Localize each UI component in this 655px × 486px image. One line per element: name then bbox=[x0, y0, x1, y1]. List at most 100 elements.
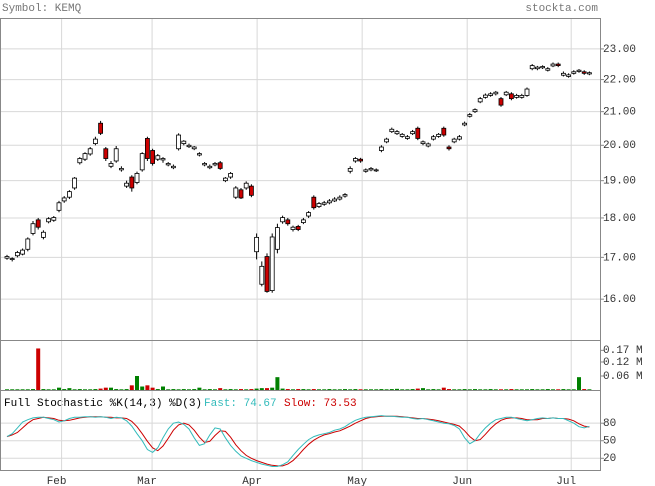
volume-bar bbox=[259, 388, 264, 390]
stochastic-title: Full Stochastic %K(14,3) %D(3) bbox=[4, 398, 202, 410]
volume-bar bbox=[155, 389, 160, 390]
candle-body bbox=[98, 122, 103, 134]
volume-bar bbox=[72, 389, 77, 390]
x-tick-label: Apr bbox=[242, 476, 262, 486]
candle-body bbox=[222, 177, 228, 182]
volume-bar bbox=[20, 389, 25, 390]
candle-body bbox=[14, 252, 20, 257]
candle-body bbox=[77, 158, 83, 164]
volume-bar bbox=[587, 389, 592, 390]
slow-label: Slow: 73.53 bbox=[284, 398, 357, 410]
candle-body bbox=[550, 63, 556, 67]
volume-bar bbox=[166, 389, 171, 390]
volume-bar bbox=[129, 385, 134, 390]
candle-body bbox=[30, 223, 36, 234]
candle-body bbox=[280, 217, 286, 223]
candle-body bbox=[477, 98, 483, 103]
candle-body bbox=[170, 165, 176, 169]
volume-bar bbox=[140, 386, 145, 390]
candle-body bbox=[129, 176, 135, 189]
volume-bar bbox=[93, 389, 98, 390]
candle-body bbox=[155, 155, 161, 160]
candle-body bbox=[493, 91, 499, 95]
source: stockta.com bbox=[525, 3, 598, 15]
volume-bar bbox=[41, 389, 46, 390]
volume-bar bbox=[441, 387, 446, 390]
candle-body bbox=[295, 226, 301, 230]
stochastic-line bbox=[6, 415, 590, 467]
volume-bar bbox=[62, 389, 67, 390]
volume-bar bbox=[197, 387, 202, 390]
candle-body bbox=[404, 136, 410, 139]
volume-bar bbox=[478, 389, 483, 390]
volume-bar bbox=[504, 389, 509, 390]
volume-bar bbox=[150, 387, 155, 390]
volume-bar bbox=[389, 389, 394, 390]
candle-body bbox=[467, 114, 473, 117]
volume-bar bbox=[379, 389, 384, 390]
volume-bar bbox=[545, 389, 550, 390]
volume-bar bbox=[410, 389, 415, 390]
candle-body bbox=[4, 256, 10, 259]
symbol-label: Symbol: KEMQ bbox=[2, 3, 82, 15]
candle-body bbox=[332, 198, 338, 202]
candle-body bbox=[571, 71, 577, 74]
candle-body bbox=[233, 187, 239, 198]
volume-bar bbox=[77, 389, 82, 390]
candle-body bbox=[503, 91, 509, 96]
volume-bar bbox=[207, 389, 212, 390]
candle-body bbox=[108, 163, 114, 167]
volume-bar bbox=[322, 389, 327, 390]
candle-body bbox=[587, 72, 592, 75]
candle-body bbox=[248, 185, 254, 196]
volume-bar bbox=[181, 389, 186, 390]
volume-bar bbox=[187, 389, 191, 390]
volume-bar bbox=[415, 388, 420, 390]
volume-bar bbox=[83, 389, 87, 390]
candle-body bbox=[25, 238, 31, 250]
volume-bar bbox=[223, 389, 228, 390]
volume-bar bbox=[176, 389, 181, 390]
candle-body bbox=[456, 136, 462, 140]
volume-bar bbox=[530, 389, 535, 390]
volume-bar bbox=[473, 389, 477, 390]
volume-bar bbox=[98, 388, 103, 390]
volume-bar bbox=[285, 389, 290, 390]
price-panel bbox=[0, 18, 601, 341]
volume-bar bbox=[51, 389, 56, 390]
volume-bar bbox=[103, 387, 108, 390]
volume-bar bbox=[25, 389, 30, 390]
candle-body bbox=[82, 153, 88, 160]
volume-tick-label: 0.12 M bbox=[603, 357, 643, 369]
candle-body bbox=[160, 158, 166, 161]
volume-bar bbox=[431, 389, 436, 390]
volume-bar bbox=[395, 388, 399, 390]
candle-body bbox=[217, 162, 223, 169]
volume-bar bbox=[519, 389, 524, 390]
candle-body bbox=[202, 163, 208, 166]
candle-body bbox=[430, 136, 436, 140]
volume-bar bbox=[124, 389, 129, 390]
candle-body bbox=[124, 182, 129, 187]
volume-bar bbox=[363, 389, 368, 390]
volume-bar bbox=[10, 389, 15, 390]
candle-body bbox=[207, 165, 213, 169]
volume-bar bbox=[244, 389, 249, 390]
volume-bar bbox=[280, 388, 285, 390]
candle-body bbox=[326, 200, 332, 204]
candle-body bbox=[352, 158, 358, 162]
volume-bar bbox=[353, 389, 358, 390]
volume-bar bbox=[405, 389, 410, 390]
candle-body bbox=[576, 69, 582, 72]
candle-body bbox=[46, 218, 51, 223]
candle-body bbox=[378, 146, 384, 151]
volume-bar bbox=[358, 389, 363, 390]
candle-body bbox=[524, 88, 530, 96]
volume-bar bbox=[249, 389, 254, 390]
candle-body bbox=[150, 150, 156, 164]
volume-bar bbox=[135, 376, 139, 390]
candle-body bbox=[555, 63, 561, 67]
candle-body bbox=[316, 203, 322, 207]
candle-body bbox=[238, 189, 244, 199]
candle-body bbox=[186, 144, 192, 148]
